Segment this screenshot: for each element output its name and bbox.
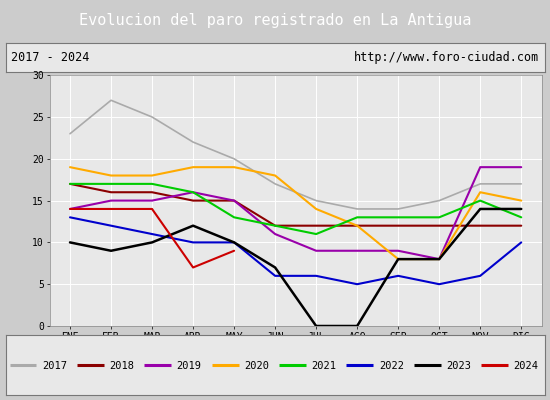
Text: 2022: 2022 (379, 362, 404, 371)
Text: 2021: 2021 (311, 362, 337, 371)
Text: 2023: 2023 (446, 362, 471, 371)
Text: http://www.foro-ciudad.com: http://www.foro-ciudad.com (354, 51, 539, 64)
Text: Evolucion del paro registrado en La Antigua: Evolucion del paro registrado en La Anti… (79, 14, 471, 28)
Text: 2018: 2018 (109, 362, 134, 371)
Text: 2017: 2017 (42, 362, 67, 371)
Text: 2019: 2019 (177, 362, 202, 371)
Text: 2017 - 2024: 2017 - 2024 (11, 51, 89, 64)
Text: 2020: 2020 (244, 362, 269, 371)
Text: 2024: 2024 (514, 362, 538, 371)
